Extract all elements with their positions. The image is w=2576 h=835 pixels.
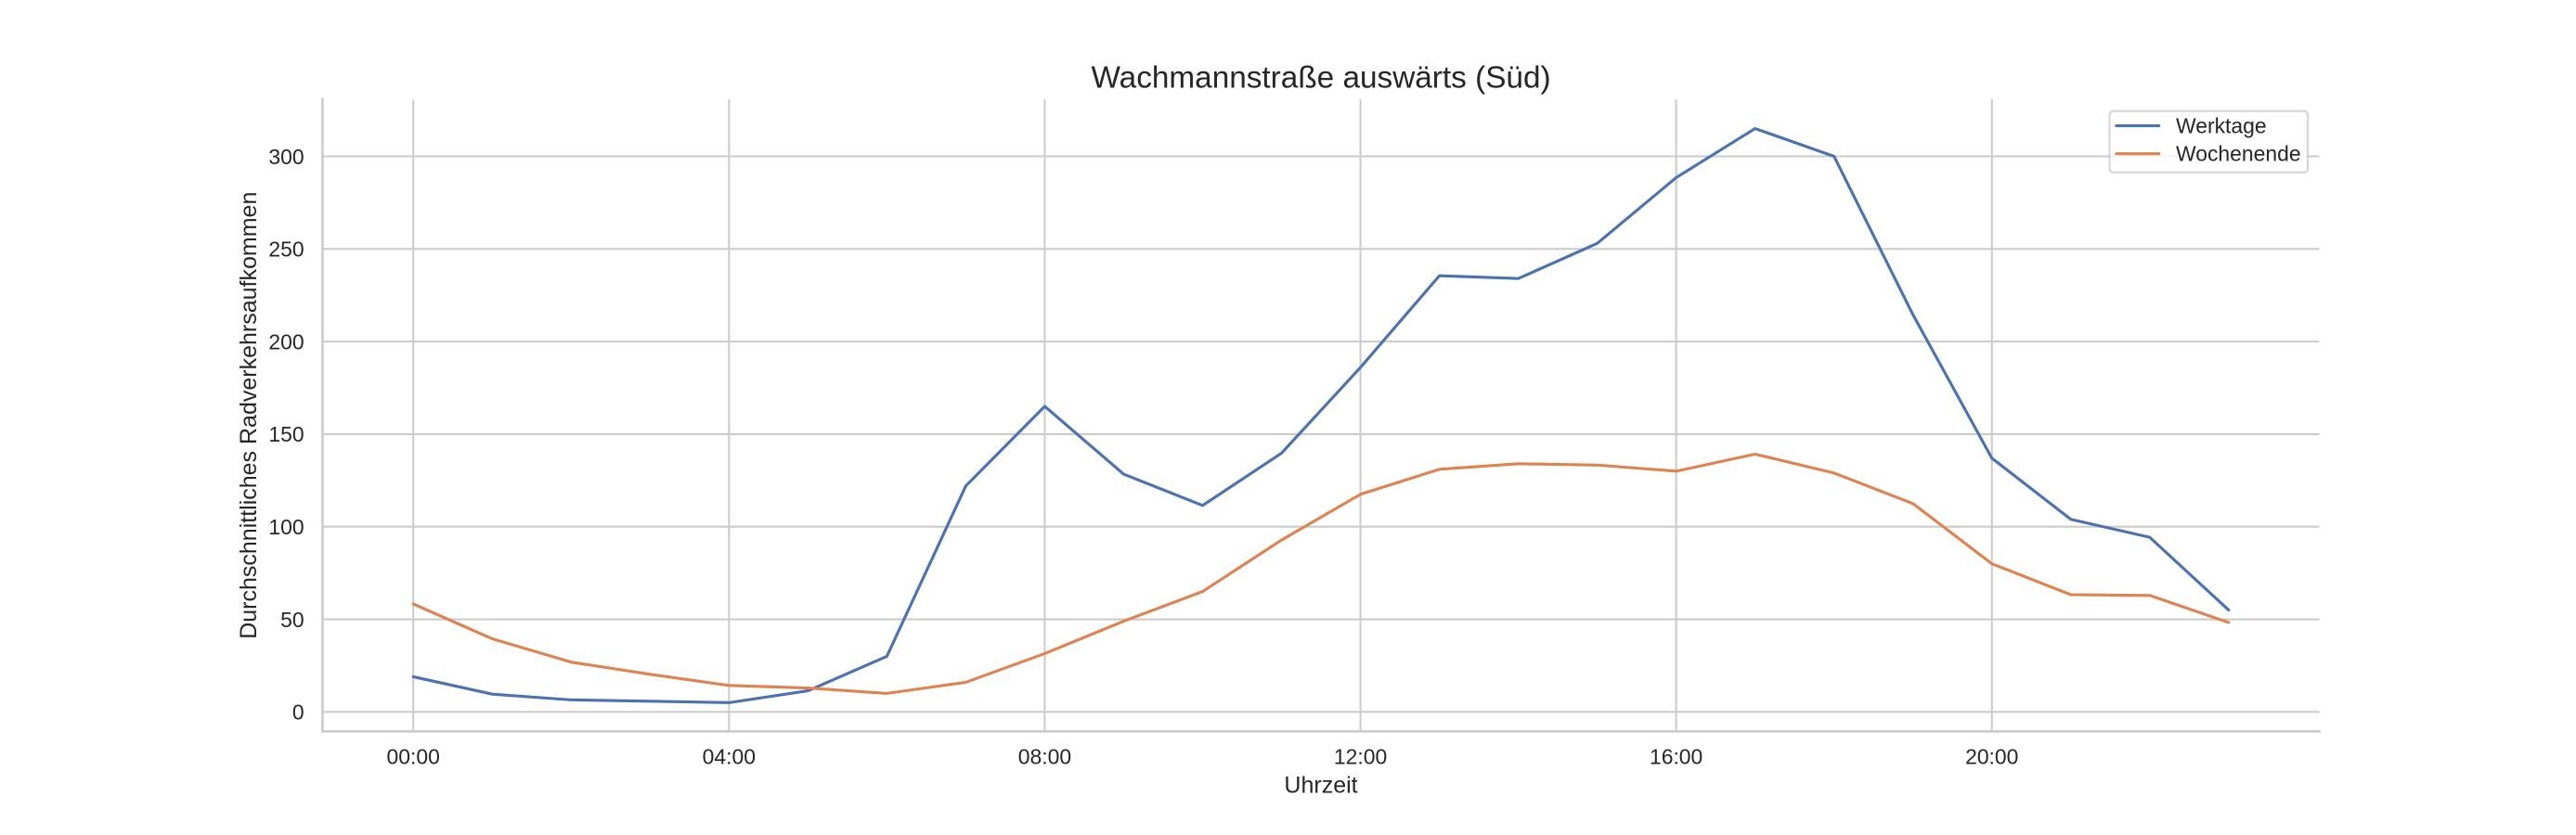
svg-text:100: 100	[268, 515, 304, 539]
svg-text:00:00: 00:00	[387, 744, 440, 768]
svg-text:0: 0	[292, 700, 304, 725]
svg-text:16:00: 16:00	[1650, 744, 1702, 768]
svg-text:Wochenende: Wochenende	[2176, 142, 2301, 166]
svg-text:08:00: 08:00	[1018, 744, 1071, 768]
svg-text:Durchschnittliches Radverkehrs: Durchschnittliches Radverkehrsaufkommen	[236, 192, 262, 639]
svg-text:300: 300	[268, 145, 304, 169]
svg-text:200: 200	[268, 329, 304, 353]
svg-text:50: 50	[280, 608, 304, 632]
svg-text:04:00: 04:00	[703, 744, 756, 768]
svg-text:Uhrzeit: Uhrzeit	[1284, 772, 1357, 798]
svg-text:12:00: 12:00	[1334, 744, 1387, 768]
svg-text:250: 250	[268, 238, 304, 262]
svg-text:Werktage: Werktage	[2176, 114, 2267, 138]
svg-text:Wachmannstraße auswärts (Süd): Wachmannstraße auswärts (Süd)	[1091, 61, 1550, 96]
svg-text:20:00: 20:00	[1965, 744, 2018, 768]
svg-text:150: 150	[268, 422, 304, 446]
